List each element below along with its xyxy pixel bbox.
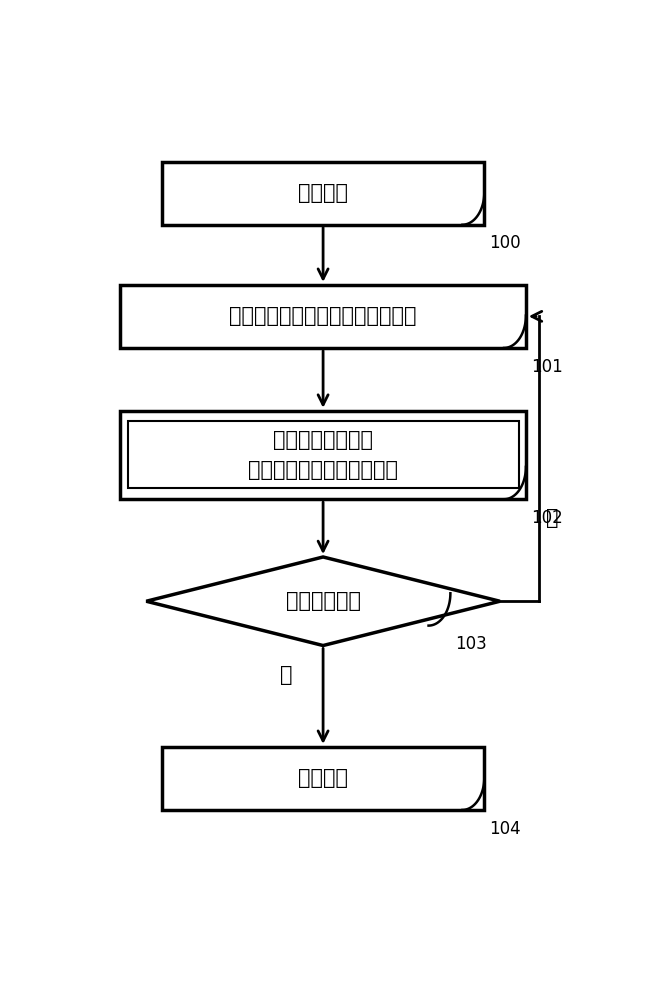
Text: 布线设计: 布线设计 bbox=[298, 768, 348, 788]
Bar bbox=[127, 421, 519, 488]
Text: 是: 是 bbox=[546, 508, 558, 528]
Text: 基于当前惩罚代价
搜索所有信号线的布线路径: 基于当前惩罚代价 搜索所有信号线的布线路径 bbox=[248, 430, 398, 480]
Text: 101: 101 bbox=[531, 358, 563, 376]
Text: 是否存在拥塞: 是否存在拥塞 bbox=[286, 591, 360, 611]
Text: 否: 否 bbox=[280, 665, 293, 685]
Bar bbox=[162, 747, 484, 810]
Bar bbox=[162, 162, 484, 225]
Text: 计算布线资源节点的历史惩罚代价: 计算布线资源节点的历史惩罚代价 bbox=[229, 306, 417, 326]
Text: 布局设计: 布局设计 bbox=[298, 183, 348, 203]
Text: 100: 100 bbox=[490, 234, 521, 252]
Text: 102: 102 bbox=[531, 509, 563, 527]
Bar bbox=[120, 411, 526, 499]
Text: 104: 104 bbox=[490, 820, 521, 838]
Bar bbox=[120, 285, 526, 348]
Polygon shape bbox=[146, 557, 500, 646]
Text: 103: 103 bbox=[456, 635, 487, 653]
